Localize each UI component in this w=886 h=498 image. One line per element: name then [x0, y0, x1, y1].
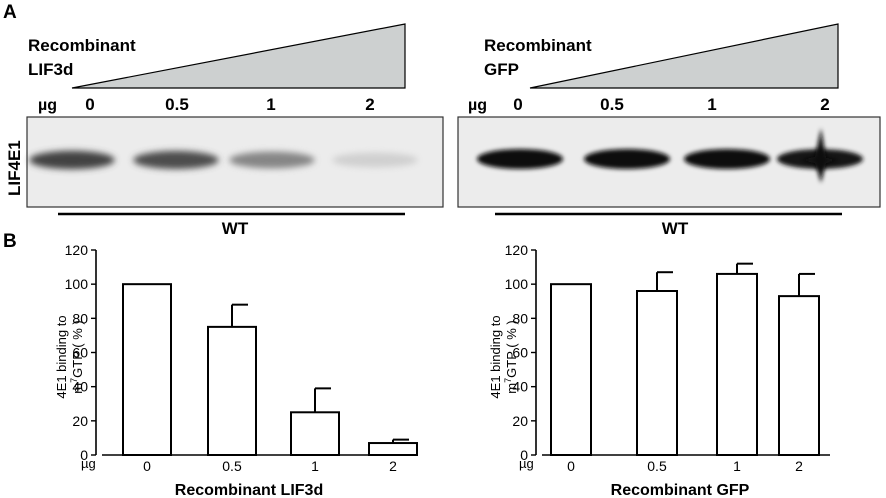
left-band-0 — [29, 150, 115, 170]
right-bar-0 — [550, 283, 592, 456]
right-dose-2: 1 — [707, 95, 716, 114]
left-y-tick-label: 120 — [65, 242, 89, 258]
left-bar-0 — [122, 283, 172, 456]
left-dose-1: 0.5 — [165, 95, 189, 114]
right-category-label-3: 2 — [795, 458, 803, 474]
right-y-tick-label: 0 — [520, 447, 528, 463]
right-dose-1: 0.5 — [600, 95, 624, 114]
left-wt-label: WT — [222, 219, 249, 238]
right-band-2 — [684, 149, 770, 169]
right-wt-label: WT — [662, 219, 689, 238]
right-y-tick-label: 60 — [512, 345, 528, 361]
right-dose-3: 2 — [820, 95, 829, 114]
right-ylabel-line1: 4E1 binding to — [488, 315, 503, 398]
left-y-tick-label: 100 — [65, 276, 89, 292]
left-xlabel: Recombinant LIF3d — [175, 482, 323, 498]
left-dose-ramp — [71, 23, 406, 89]
blot-row-label: LIF4E1 — [5, 140, 24, 196]
left-band-2 — [229, 151, 315, 169]
right-y-tick-label: 80 — [512, 310, 528, 326]
right-blot-artifact — [800, 128, 840, 183]
left-title-line1: Recombinant — [28, 36, 136, 55]
left-unit-label: µg — [38, 97, 57, 114]
right-category-label-0: 0 — [567, 458, 575, 474]
left-bar-3 — [368, 442, 418, 456]
right-category-label-1: 0.5 — [647, 458, 667, 474]
left-y-tick-label: 60 — [72, 345, 88, 361]
left-category-label-0: 0 — [143, 458, 151, 474]
left-title-line2: LIF3d — [28, 60, 73, 79]
left-y-tick-label: 20 — [72, 413, 88, 429]
right-dose-ramp — [529, 23, 839, 89]
right-y-tick-label: 40 — [512, 379, 528, 395]
right-y-tick-label: 120 — [505, 242, 529, 258]
right-bar-2 — [716, 272, 758, 456]
left-unit-label: µg — [81, 456, 96, 471]
right-band-1 — [584, 149, 670, 169]
right-title-line2: GFP — [484, 60, 519, 79]
right-category-label-2: 1 — [733, 458, 741, 474]
right-dose-labels: 0 0.5 1 2 — [513, 95, 829, 114]
right-title-line1: Recombinant — [484, 36, 592, 55]
right-xlabel: Recombinant GFP — [611, 482, 750, 498]
right-bar-chart: 4E1 binding to m7GTP ( % ) 0204060801001… — [488, 242, 830, 498]
left-category-label-3: 2 — [389, 458, 397, 474]
right-bar-3 — [778, 295, 820, 456]
right-y-tick-label: 100 — [505, 276, 529, 292]
right-unit-label: µg — [519, 456, 534, 471]
left-category-label-2: 1 — [311, 458, 319, 474]
left-band-3 — [332, 152, 418, 168]
right-unit-label: µg — [468, 97, 487, 114]
left-bar-2 — [290, 411, 340, 456]
right-band-0 — [477, 149, 563, 169]
left-y-tick-label: 0 — [80, 447, 88, 463]
left-dose-0: 0 — [85, 95, 94, 114]
left-dose-2: 1 — [266, 95, 275, 114]
right-blot-bands — [477, 149, 863, 169]
right-ylabel-line2: m7GTP ( % ) — [503, 320, 519, 393]
right-bar-1 — [636, 290, 678, 456]
left-bar-1 — [207, 325, 257, 456]
left-dose-3: 2 — [365, 95, 374, 114]
panel-a-letter: A — [3, 2, 17, 23]
right-y-tick-label: 20 — [512, 413, 528, 429]
panel-b-letter: B — [3, 231, 17, 252]
left-ylabel-line1: 4E1 binding to — [54, 315, 69, 398]
left-y-tick-label: 40 — [72, 379, 88, 395]
left-bar-chart: 4E1 binding to m7GTP ( % ) 0204060801001… — [54, 242, 418, 498]
left-band-1 — [133, 150, 219, 170]
left-blot-bands — [29, 150, 418, 170]
left-ylabel-line2: m7GTP ( % ) — [69, 320, 85, 393]
left-y-tick-label: 80 — [72, 310, 88, 326]
left-category-label-1: 0.5 — [222, 458, 242, 474]
right-dose-0: 0 — [513, 95, 522, 114]
left-dose-labels: 0 0.5 1 2 — [85, 95, 374, 114]
